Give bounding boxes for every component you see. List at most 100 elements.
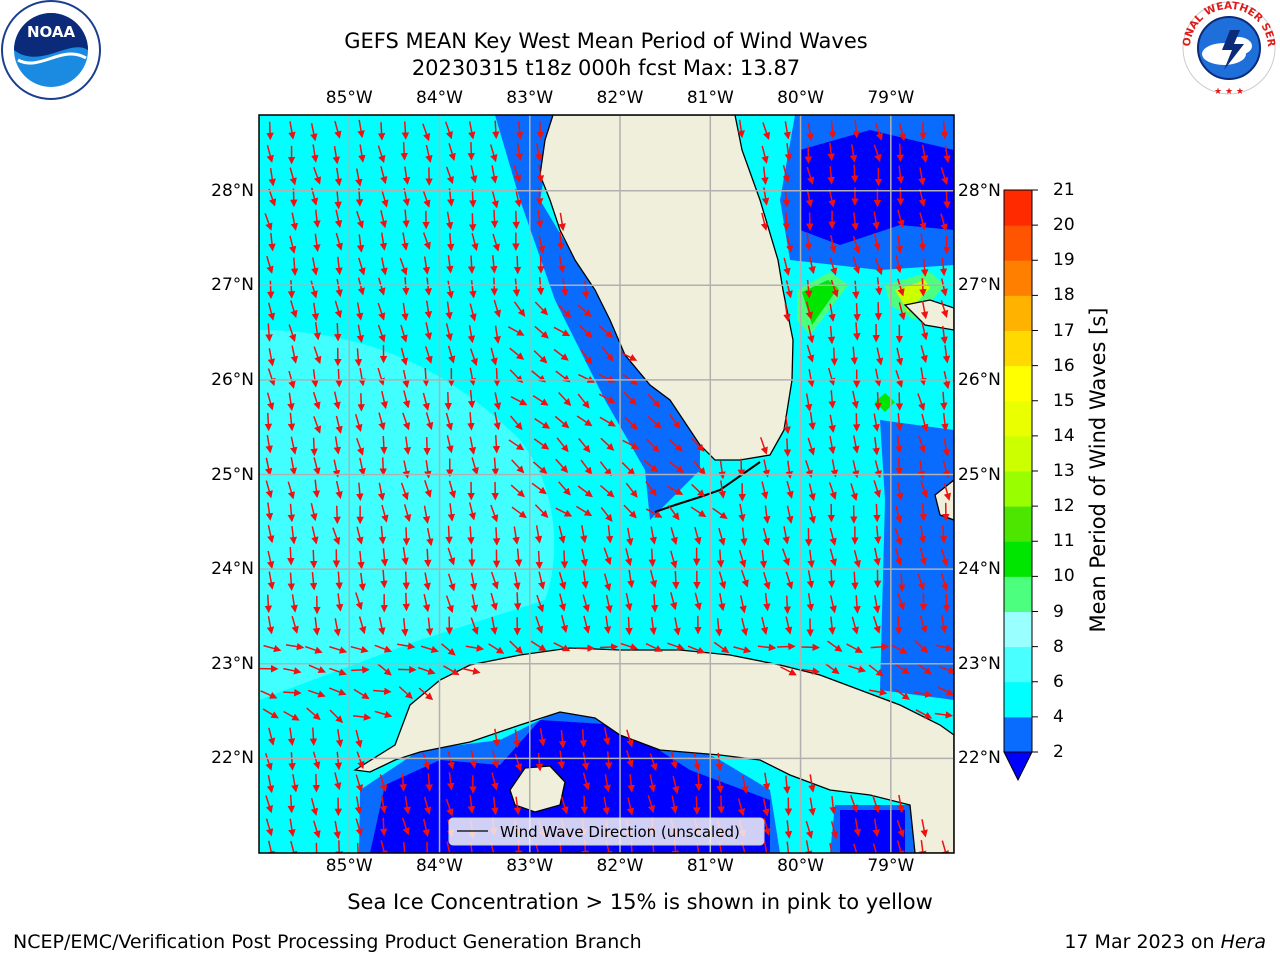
wave-direction-arrow: [471, 457, 479, 476]
wave-direction-arrow: [555, 458, 569, 473]
wave-direction-arrow: [514, 189, 522, 208]
colorbar-swatch: [1004, 541, 1032, 577]
wave-direction-arrow: [739, 595, 747, 614]
wave-direction-arrow: [576, 505, 593, 517]
wave-direction-arrow: [920, 819, 928, 838]
wave-direction-arrow: [267, 302, 276, 321]
wave-direction-arrow: [762, 798, 770, 817]
wave-direction-arrow: [468, 502, 476, 521]
wave-direction-arrow: [377, 367, 385, 386]
wave-direction-arrow: [806, 122, 814, 142]
map-title-line2: 20230315 t18z 000h fcst Max: 13.87: [411, 56, 801, 80]
colorbar-swatch: [1004, 330, 1032, 367]
wave-direction-arrow: [402, 571, 410, 591]
wave-direction-arrow: [828, 414, 836, 433]
wave-direction-arrow: [358, 457, 366, 476]
wave-direction-arrow: [784, 841, 793, 853]
wave-direction-arrow: [355, 774, 364, 793]
wave-direction-arrow: [335, 368, 343, 388]
wave-direction-arrow: [310, 797, 319, 816]
wave-direction-arrow: [333, 436, 341, 455]
wave-direction-arrow: [289, 167, 297, 186]
wave-direction-arrow: [626, 729, 634, 748]
wave-direction-arrow: [335, 729, 344, 748]
wave-direction-arrow: [652, 842, 655, 853]
wave-direction-arrow: [763, 505, 771, 524]
lat-tick-left: 22°N: [211, 748, 254, 769]
wave-direction-arrow: [403, 436, 412, 455]
wave-direction-arrow: [265, 323, 273, 342]
wave-direction-arrow: [827, 569, 836, 589]
wave-direction-arrow: [940, 615, 948, 634]
wave-direction-arrow: [852, 119, 860, 139]
grand-bahama: [903, 299, 954, 331]
wave-direction-arrow: [872, 818, 880, 838]
wave-direction-arrow: [425, 144, 433, 164]
wave-direction-arrow: [401, 232, 409, 251]
wave-direction-arrow: [379, 817, 388, 837]
wave-direction-arrow: [334, 209, 343, 229]
colorbar-under-triangle: [1003, 751, 1033, 782]
nws-logo: NATIONAL WEATHER SERVICE ★ ★ ★: [1178, 0, 1277, 97]
colorbar-tick: 16: [1053, 355, 1075, 376]
wave-direction-arrow: [605, 594, 613, 614]
lon-tick-bottom: 82°W: [596, 856, 644, 876]
wave-direction-arrow: [465, 644, 485, 652]
wave-direction-arrow: [828, 616, 836, 635]
wave-direction-arrow: [687, 645, 706, 654]
footer-date: 17 Mar 2023 on: [1064, 931, 1215, 953]
wave-direction-arrow: [577, 393, 590, 409]
wave-direction-arrow: [763, 817, 771, 837]
wave-direction-arrow: [334, 120, 342, 139]
wave-direction-arrow: [938, 665, 954, 674]
wave-direction-arrow: [829, 595, 837, 614]
wave-direction-arrow: [554, 415, 570, 429]
wave-direction-arrow: [290, 840, 298, 853]
wave-direction-arrow: [943, 190, 951, 209]
lon-tick-top: 85°W: [325, 88, 373, 108]
wave-direction-arrow: [267, 368, 276, 387]
wave-direction-arrow: [824, 662, 840, 675]
wave-direction-arrow: [265, 795, 273, 814]
wave-direction-arrow: [334, 751, 343, 771]
wave-direction-arrow: [535, 616, 544, 634]
wave-direction-arrow: [693, 460, 706, 476]
wave-direction-arrow: [783, 121, 791, 140]
wave-direction-arrow: [558, 730, 567, 749]
colorbar-tick: 18: [1053, 285, 1075, 306]
wave-direction-arrow: [491, 772, 499, 791]
wave-direction-arrow: [808, 505, 816, 525]
wave-direction-arrow: [262, 708, 279, 719]
wave-direction-arrow: [804, 393, 813, 412]
wave-direction-arrow: [334, 322, 342, 342]
wave-direction-arrow: [403, 504, 412, 523]
wave-direction-arrow: [335, 232, 343, 251]
wave-direction-arrow: [875, 347, 884, 366]
wave-direction-arrow: [827, 325, 836, 345]
wave-direction-arrow: [377, 302, 386, 321]
wave-direction-arrow: [355, 302, 364, 321]
wave-direction-arrow: [268, 232, 276, 252]
wave-direction-arrow: [694, 772, 703, 792]
wave-direction-arrow: [828, 189, 836, 208]
wave-direction-arrow: [469, 348, 478, 367]
wave-direction-arrow: [807, 325, 815, 344]
wave-direction-arrow: [513, 301, 526, 317]
wave-direction-arrow: [828, 482, 837, 500]
wave-direction-arrow: [914, 639, 929, 654]
wave-direction-arrow: [853, 818, 862, 837]
wave-direction-arrow: [467, 324, 476, 344]
wave-direction-arrow: [940, 391, 948, 411]
wave-direction-arrow: [852, 280, 860, 300]
wave-direction-arrow: [313, 209, 321, 229]
wave-direction-arrow: [446, 255, 454, 274]
wave-direction-arrow: [333, 391, 341, 410]
wave-direction-arrow: [553, 326, 571, 337]
wave-direction-arrow: [713, 641, 730, 654]
wave-direction-arrow: [400, 347, 408, 366]
wave-direction-arrow: [400, 841, 409, 853]
wave-direction-arrow: [898, 123, 906, 142]
wave-direction-arrow: [536, 164, 545, 184]
wave-direction-arrow: [828, 436, 836, 455]
wave-direction-arrow: [510, 484, 525, 498]
